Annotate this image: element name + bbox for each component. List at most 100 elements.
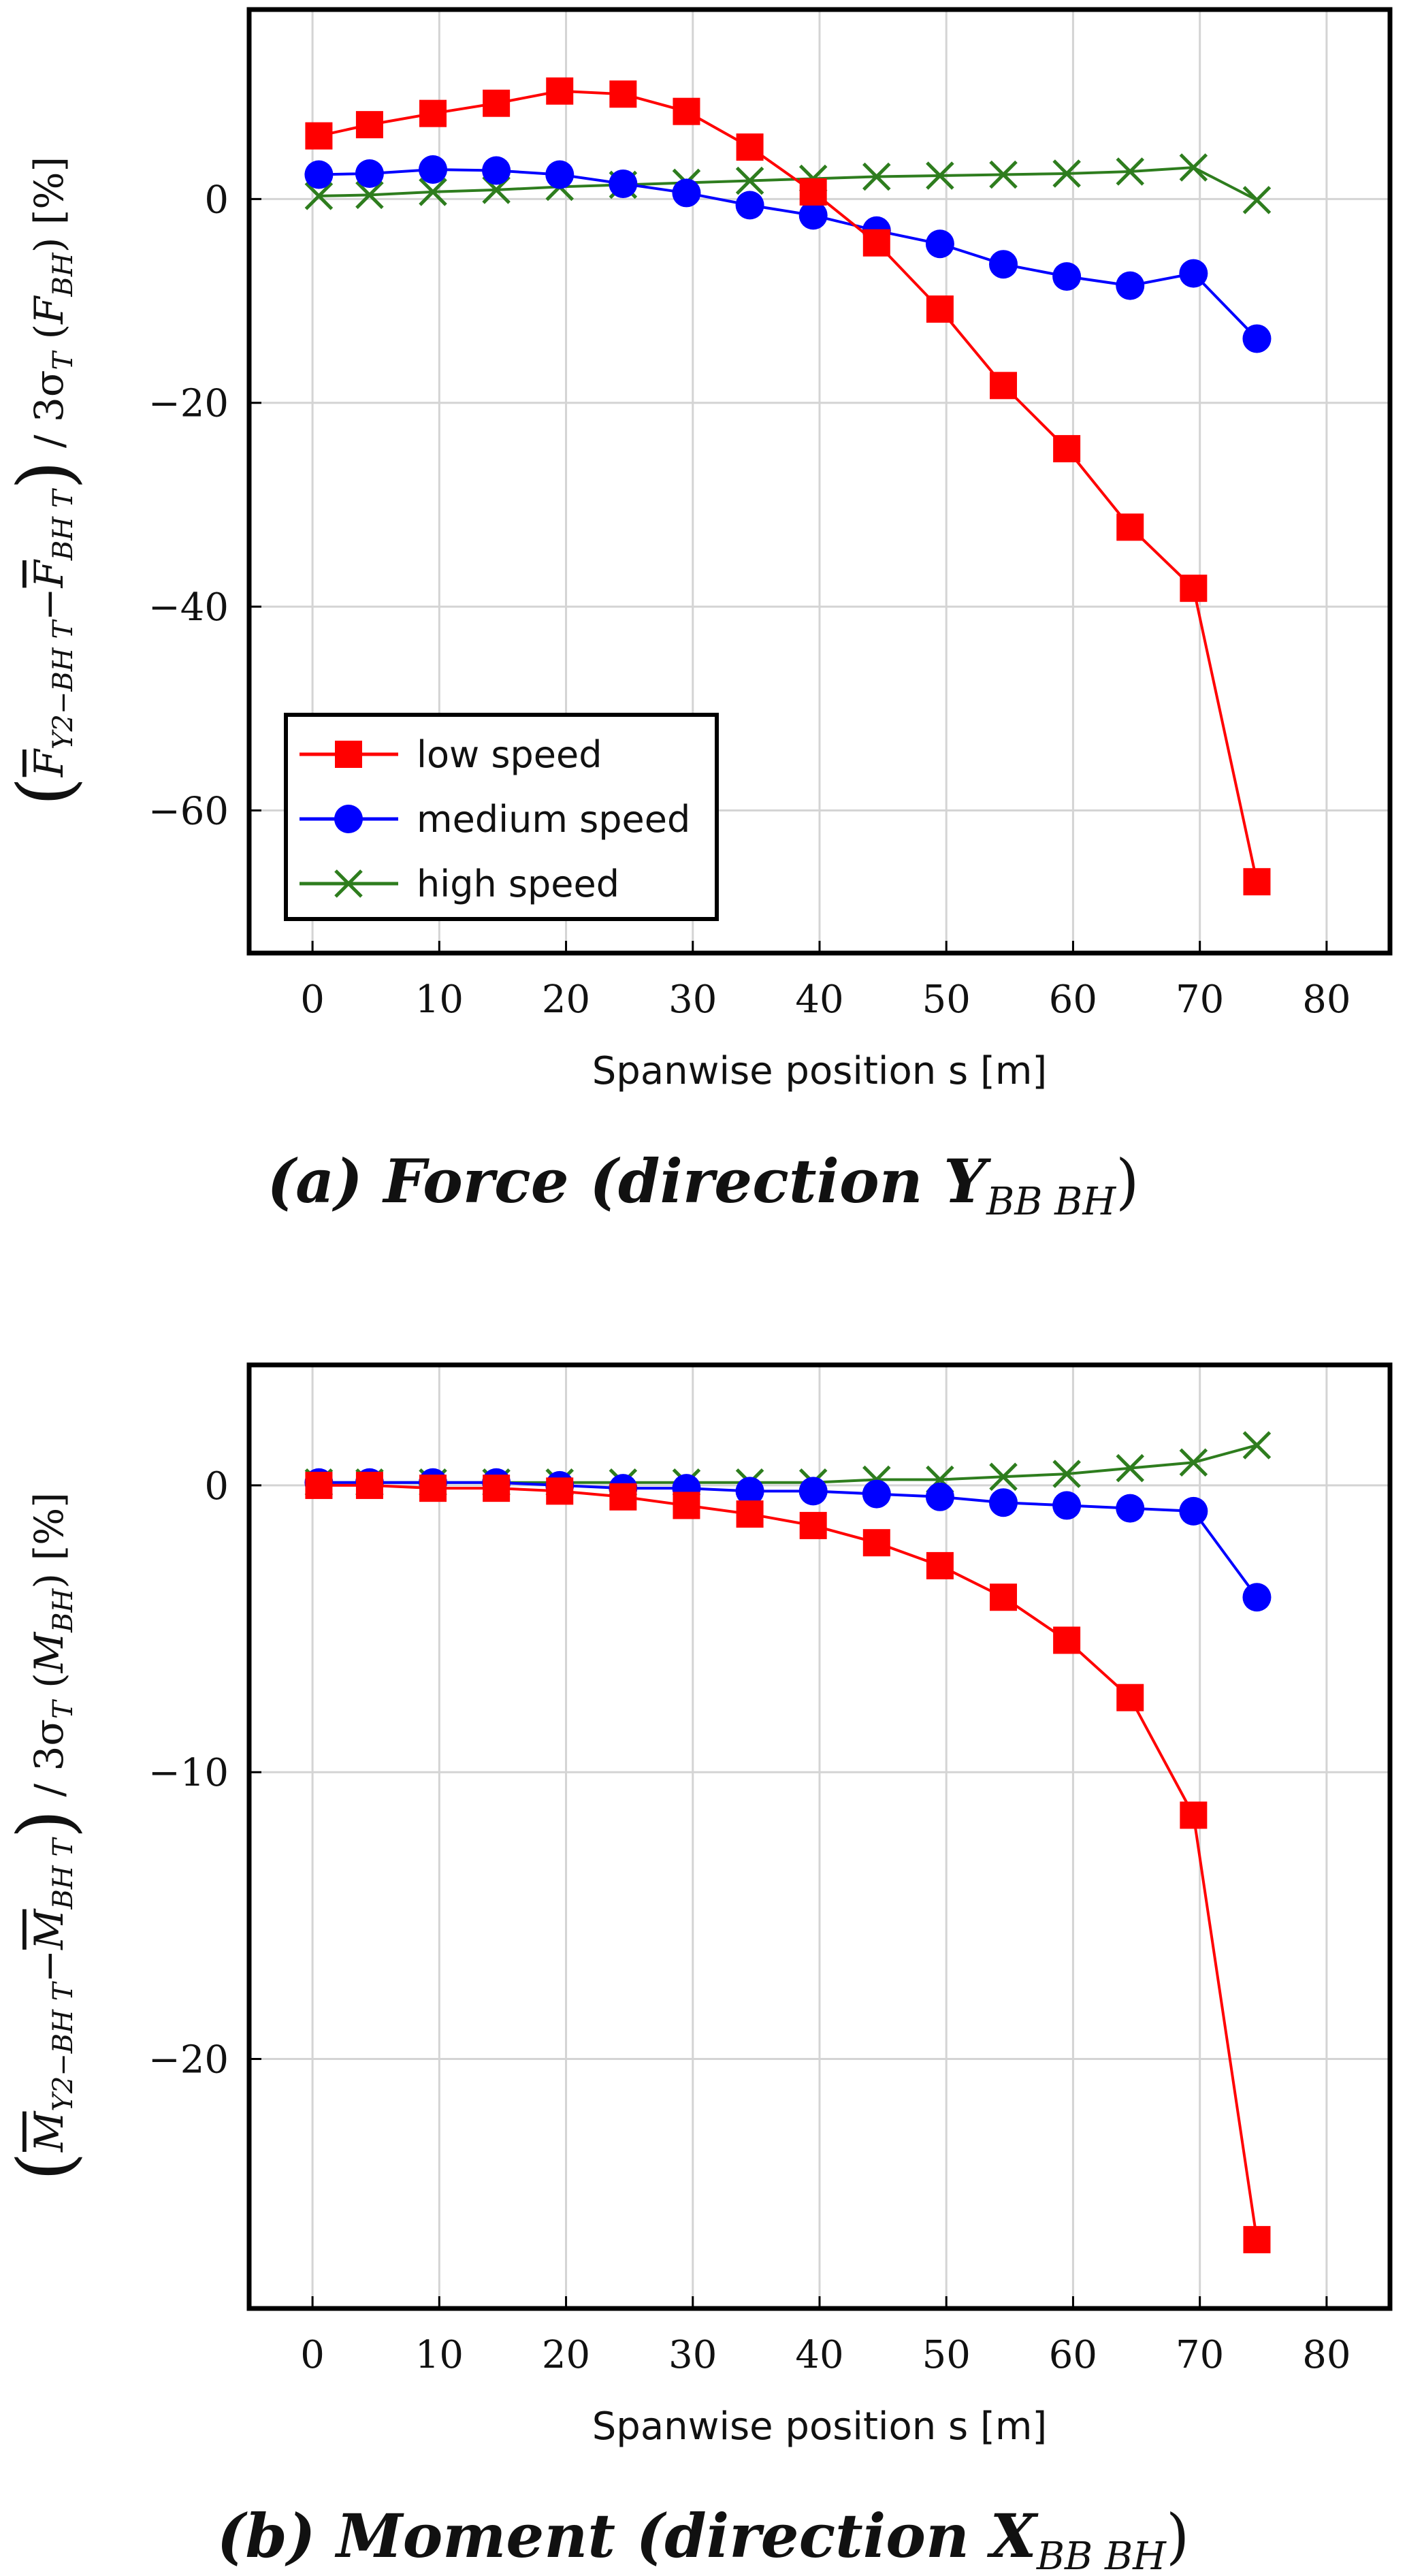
point-medium-speed <box>862 1479 891 1509</box>
line-low-speed <box>318 89 1259 882</box>
legend-label: low speed <box>417 733 602 776</box>
svg-text:(MY2−BH T−MBH T) / 3σT (MBH) [: (MY2−BH T−MBH T) / 3σT (MBH) [%] <box>1 1492 88 2181</box>
x-axis-label-b: Spanwise position s [m] <box>592 2404 1048 2449</box>
legend-item-medium-speed: medium speed <box>300 798 690 841</box>
point-low-speed <box>546 77 574 105</box>
point-high-speed <box>1179 1448 1208 1477</box>
legend-item-high-speed: high speed <box>300 863 619 905</box>
x-tick-label: 40 <box>795 2333 843 2377</box>
x-tick-label: 80 <box>1302 2333 1351 2377</box>
point-low-speed <box>736 133 764 161</box>
line-high-speed <box>319 165 1258 202</box>
point-low-speed <box>1180 575 1208 602</box>
point-medium-speed <box>989 250 1018 279</box>
y-tick-label: 0 <box>204 1464 229 1509</box>
legend: low speed medium speed high speed <box>284 713 719 921</box>
point-medium-speed <box>419 155 448 184</box>
x-axis-label-a: Spanwise position s [m] <box>592 1049 1048 1093</box>
point-high-speed <box>1179 153 1208 182</box>
point-medium-speed <box>798 201 828 230</box>
point-low-speed <box>799 178 827 206</box>
point-low-speed <box>862 229 890 257</box>
y-tick-label: −20 <box>148 2038 229 2082</box>
point-high-speed <box>1242 186 1272 214</box>
legend-label: medium speed <box>417 798 690 841</box>
point-high-speed <box>735 166 764 195</box>
x-tick-label: 20 <box>542 978 590 1022</box>
point-medium-speed <box>1116 271 1145 300</box>
point-low-speed <box>609 80 637 108</box>
point-low-speed <box>799 1511 827 1539</box>
line-medium-speed <box>319 167 1258 340</box>
point-medium-speed <box>925 1482 954 1511</box>
legend-marker-low-speed <box>335 741 362 768</box>
x-tick-label: 70 <box>1176 2333 1224 2377</box>
point-medium-speed <box>355 159 384 188</box>
point-low-speed <box>1116 1684 1144 1711</box>
point-high-speed <box>1242 1431 1272 1460</box>
point-medium-speed <box>482 156 511 185</box>
grid-b <box>249 1365 1390 2308</box>
caption-b: (b) Moment (direction XBB BH) <box>217 2500 1190 2576</box>
series-medium-speed <box>304 155 1272 353</box>
line-medium-speed <box>319 1481 1259 1598</box>
point-high-speed <box>989 160 1018 189</box>
point-medium-speed <box>1116 1494 1145 1523</box>
point-medium-speed <box>1179 1496 1208 1526</box>
point-medium-speed <box>545 160 575 189</box>
point-low-speed <box>926 295 954 323</box>
point-low-speed <box>305 1471 333 1499</box>
point-low-speed <box>862 1529 890 1557</box>
point-medium-speed <box>1242 1583 1272 1612</box>
point-low-speed <box>483 1475 511 1502</box>
y-axis-label-b: (MY2−BH T−MBH T) / 3σT (MBH) [%] <box>1 1492 88 2181</box>
y-tick-label: −40 <box>148 585 229 630</box>
point-low-speed <box>736 1500 764 1528</box>
y-axis-label-a: (FY2−BH T−FBH T) / 3σT (FBH) [%] <box>1 157 88 806</box>
point-medium-speed <box>1242 324 1272 353</box>
legend-entries: low speed medium speed high speed <box>300 733 690 905</box>
legend-marker-high-speed <box>334 869 363 898</box>
point-medium-speed <box>989 1488 1018 1517</box>
point-high-speed <box>304 182 334 210</box>
point-low-speed <box>355 1471 383 1499</box>
x-tick-label: 0 <box>300 2333 325 2377</box>
line-high-speed <box>319 1444 1257 1484</box>
point-high-speed <box>1116 1453 1145 1483</box>
point-low-speed <box>1243 2225 1271 2253</box>
x-tick-label: 0 <box>300 978 325 1022</box>
point-low-speed <box>990 372 1018 400</box>
point-medium-speed <box>1052 1491 1082 1520</box>
point-low-speed <box>305 122 333 150</box>
point-high-speed <box>1052 1460 1081 1488</box>
legend-label: high speed <box>417 863 619 905</box>
point-high-speed <box>1052 159 1081 188</box>
x-tick-label: 20 <box>542 2333 590 2377</box>
point-low-speed <box>1116 513 1144 541</box>
x-tick-label: 30 <box>668 978 717 1022</box>
point-low-speed <box>1053 435 1081 463</box>
point-medium-speed <box>609 169 638 198</box>
point-high-speed <box>355 180 384 210</box>
y-tick-label: 0 <box>204 178 229 222</box>
point-medium-speed <box>735 1477 764 1506</box>
series-a <box>304 77 1272 896</box>
point-high-speed <box>419 178 447 206</box>
point-low-speed <box>926 1551 954 1579</box>
point-medium-speed <box>672 178 701 208</box>
point-high-speed <box>989 1462 1018 1492</box>
point-low-speed <box>609 1483 637 1511</box>
x-tick-label: 60 <box>1049 2333 1097 2377</box>
series-high-speed <box>304 153 1272 214</box>
point-medium-speed <box>304 160 334 189</box>
legend-item-low-speed: low speed <box>300 733 602 776</box>
point-low-speed <box>1053 1626 1081 1654</box>
caption-a: (a) Force (direction YBB BH) <box>267 1146 1139 1224</box>
y-ticks-a: 0 −20 −40 −60 <box>148 178 261 833</box>
point-low-speed <box>483 89 511 117</box>
point-medium-speed <box>1052 262 1082 291</box>
point-medium-speed <box>735 191 764 220</box>
line-low-speed <box>319 1483 1259 2240</box>
point-high-speed <box>862 162 891 191</box>
